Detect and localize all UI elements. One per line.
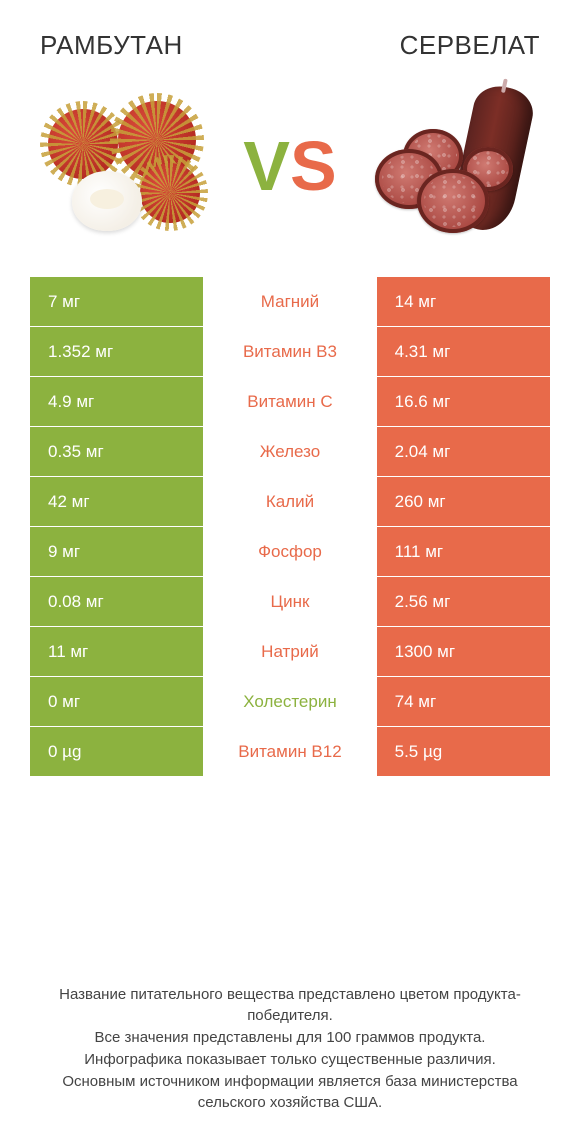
vs-v: V: [243, 131, 290, 201]
product-left-image: [35, 91, 215, 241]
cell-nutrient-label: Холестерин: [203, 677, 376, 726]
cell-right-value: 2.56 мг: [377, 577, 550, 626]
table-row: 0.35 мгЖелезо2.04 мг: [30, 427, 550, 477]
cell-right-value: 2.04 мг: [377, 427, 550, 476]
cell-nutrient-label: Магний: [203, 277, 376, 326]
cell-right-value: 111 мг: [377, 527, 550, 576]
cell-left-value: 0.08 мг: [30, 577, 203, 626]
cell-nutrient-label: Натрий: [203, 627, 376, 676]
sausage-icon: [365, 91, 545, 241]
cell-right-value: 1300 мг: [377, 627, 550, 676]
cell-nutrient-label: Калий: [203, 477, 376, 526]
comparison-table: 7 мгМагний14 мг1.352 мгВитамин B34.31 мг…: [30, 276, 550, 777]
cell-nutrient-label: Цинк: [203, 577, 376, 626]
table-row: 7 мгМагний14 мг: [30, 277, 550, 327]
table-row: 0 мгХолестерин74 мг: [30, 677, 550, 727]
footer-line: Все значения представлены для 100 граммо…: [40, 1027, 540, 1049]
cell-left-value: 0 µg: [30, 727, 203, 776]
vs-s: S: [290, 131, 337, 201]
cell-left-value: 7 мг: [30, 277, 203, 326]
cell-left-value: 11 мг: [30, 627, 203, 676]
cell-left-value: 42 мг: [30, 477, 203, 526]
cell-right-value: 16.6 мг: [377, 377, 550, 426]
infographic-container: РАМБУТАН СЕРВЕЛАТ VS 7 мгМагний14 мг1.: [0, 0, 580, 1144]
images-row: VS: [30, 86, 550, 246]
cell-left-value: 0 мг: [30, 677, 203, 726]
cell-left-value: 9 мг: [30, 527, 203, 576]
cell-nutrient-label: Железо: [203, 427, 376, 476]
table-row: 0 µgВитамин B125.5 µg: [30, 727, 550, 777]
footer-notes: Название питательного вещества представл…: [30, 954, 550, 1125]
table-row: 4.9 мгВитамин C16.6 мг: [30, 377, 550, 427]
table-row: 11 мгНатрий1300 мг: [30, 627, 550, 677]
footer-line: Название питательного вещества представл…: [40, 984, 540, 1028]
cell-nutrient-label: Витамин C: [203, 377, 376, 426]
header-row: РАМБУТАН СЕРВЕЛАТ: [30, 30, 550, 86]
table-row: 1.352 мгВитамин B34.31 мг: [30, 327, 550, 377]
product-right-title: СЕРВЕЛАТ: [400, 30, 540, 61]
cell-right-value: 260 мг: [377, 477, 550, 526]
table-row: 9 мгФосфор111 мг: [30, 527, 550, 577]
product-right-image: [365, 91, 545, 241]
product-left-title: РАМБУТАН: [40, 30, 183, 61]
footer-line: Инфографика показывает только существенн…: [40, 1049, 540, 1071]
table-row: 42 мгКалий260 мг: [30, 477, 550, 527]
cell-left-value: 4.9 мг: [30, 377, 203, 426]
cell-nutrient-label: Витамин B3: [203, 327, 376, 376]
table-row: 0.08 мгЦинк2.56 мг: [30, 577, 550, 627]
vs-label: VS: [243, 131, 336, 201]
cell-nutrient-label: Фосфор: [203, 527, 376, 576]
cell-right-value: 5.5 µg: [377, 727, 550, 776]
cell-right-value: 4.31 мг: [377, 327, 550, 376]
cell-left-value: 1.352 мг: [30, 327, 203, 376]
cell-right-value: 14 мг: [377, 277, 550, 326]
cell-left-value: 0.35 мг: [30, 427, 203, 476]
footer-line: Основным источником информации является …: [40, 1071, 540, 1115]
cell-nutrient-label: Витамин B12: [203, 727, 376, 776]
rambutan-icon: [40, 101, 210, 231]
cell-right-value: 74 мг: [377, 677, 550, 726]
